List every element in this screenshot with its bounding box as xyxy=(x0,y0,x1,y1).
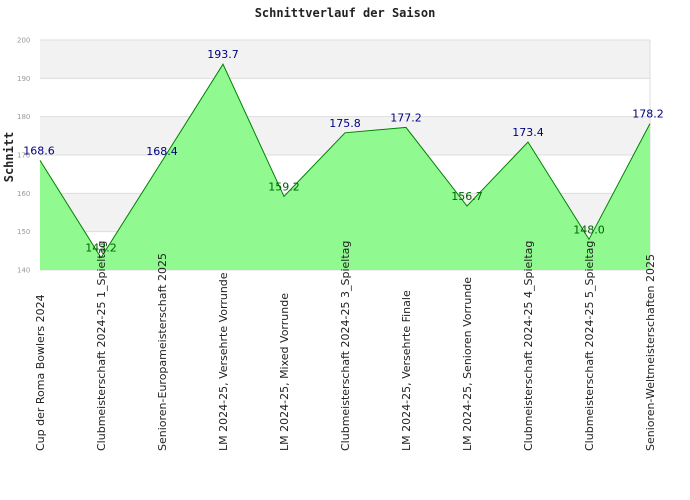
x-tick-label: Senioren-Europameisterschaft 2025 xyxy=(156,253,169,451)
x-tick-label: Cup der Roma Bowlers 2024 xyxy=(34,294,47,451)
chart-title: Schnittverlauf der Saison xyxy=(255,6,436,20)
x-tick-label: Clubmeisterschaft 2024-25 3_Spieltag xyxy=(339,241,352,451)
data-label: 178.2 xyxy=(632,108,664,121)
data-label: 156.7 xyxy=(451,190,483,203)
x-tick-label: Clubmeisterschaft 2024-25 5_Spieltag xyxy=(583,241,596,451)
y-tick-label: 160 xyxy=(17,190,30,198)
band xyxy=(40,40,650,79)
x-tick-label: LM 2024-25, Senioren Vorrunde xyxy=(461,277,474,451)
data-labels: 168.6 143.2 168.4 193.7 159.2 175.8 177.2 156.7… xyxy=(23,48,664,255)
x-tick-label: LM 2024-25, Mixed Vorrunde xyxy=(278,293,291,451)
data-label: 177.2 xyxy=(390,111,422,124)
data-label: 148.0 xyxy=(573,223,605,236)
y-axis-label: Schnitt xyxy=(2,132,16,183)
y-tick-label: 180 xyxy=(17,113,30,121)
data-label: 175.8 xyxy=(329,117,361,130)
x-tick-label: LM 2024-25, Versehrte Vorrunde xyxy=(217,272,230,451)
data-label: 168.6 xyxy=(23,144,55,157)
x-axis-ticks: Cup der Roma Bowlers 2024 Clubmeisterscha… xyxy=(34,241,657,451)
x-tick-label: Clubmeisterschaft 2024-25 4_Spieltag xyxy=(522,241,535,451)
y-tick-label: 140 xyxy=(17,267,30,275)
y-axis-ticks: 140 150 160 170 180 190 200 xyxy=(17,37,30,275)
x-tick-label: LM 2024-25, Versehrte Finale xyxy=(400,290,413,451)
data-label: 168.4 xyxy=(146,145,178,158)
data-label: 143.2 xyxy=(85,242,117,255)
series-area xyxy=(39,63,651,270)
x-tick-label: Clubmeisterschaft 2024-25 1_Spieltag xyxy=(95,241,108,451)
data-label: 193.7 xyxy=(207,48,239,61)
y-tick-label: 200 xyxy=(17,37,30,45)
y-tick-label: 150 xyxy=(17,228,30,236)
area-fill xyxy=(40,64,650,270)
data-label: 159.2 xyxy=(268,180,300,193)
y-tick-label: 190 xyxy=(17,75,30,83)
y-tick-label: 170 xyxy=(17,152,30,160)
band xyxy=(40,78,650,117)
x-tick-label: Senioren-Weltmeisterschaften 2025 xyxy=(644,254,657,451)
data-label: 173.4 xyxy=(512,126,544,139)
series-line xyxy=(39,63,651,259)
